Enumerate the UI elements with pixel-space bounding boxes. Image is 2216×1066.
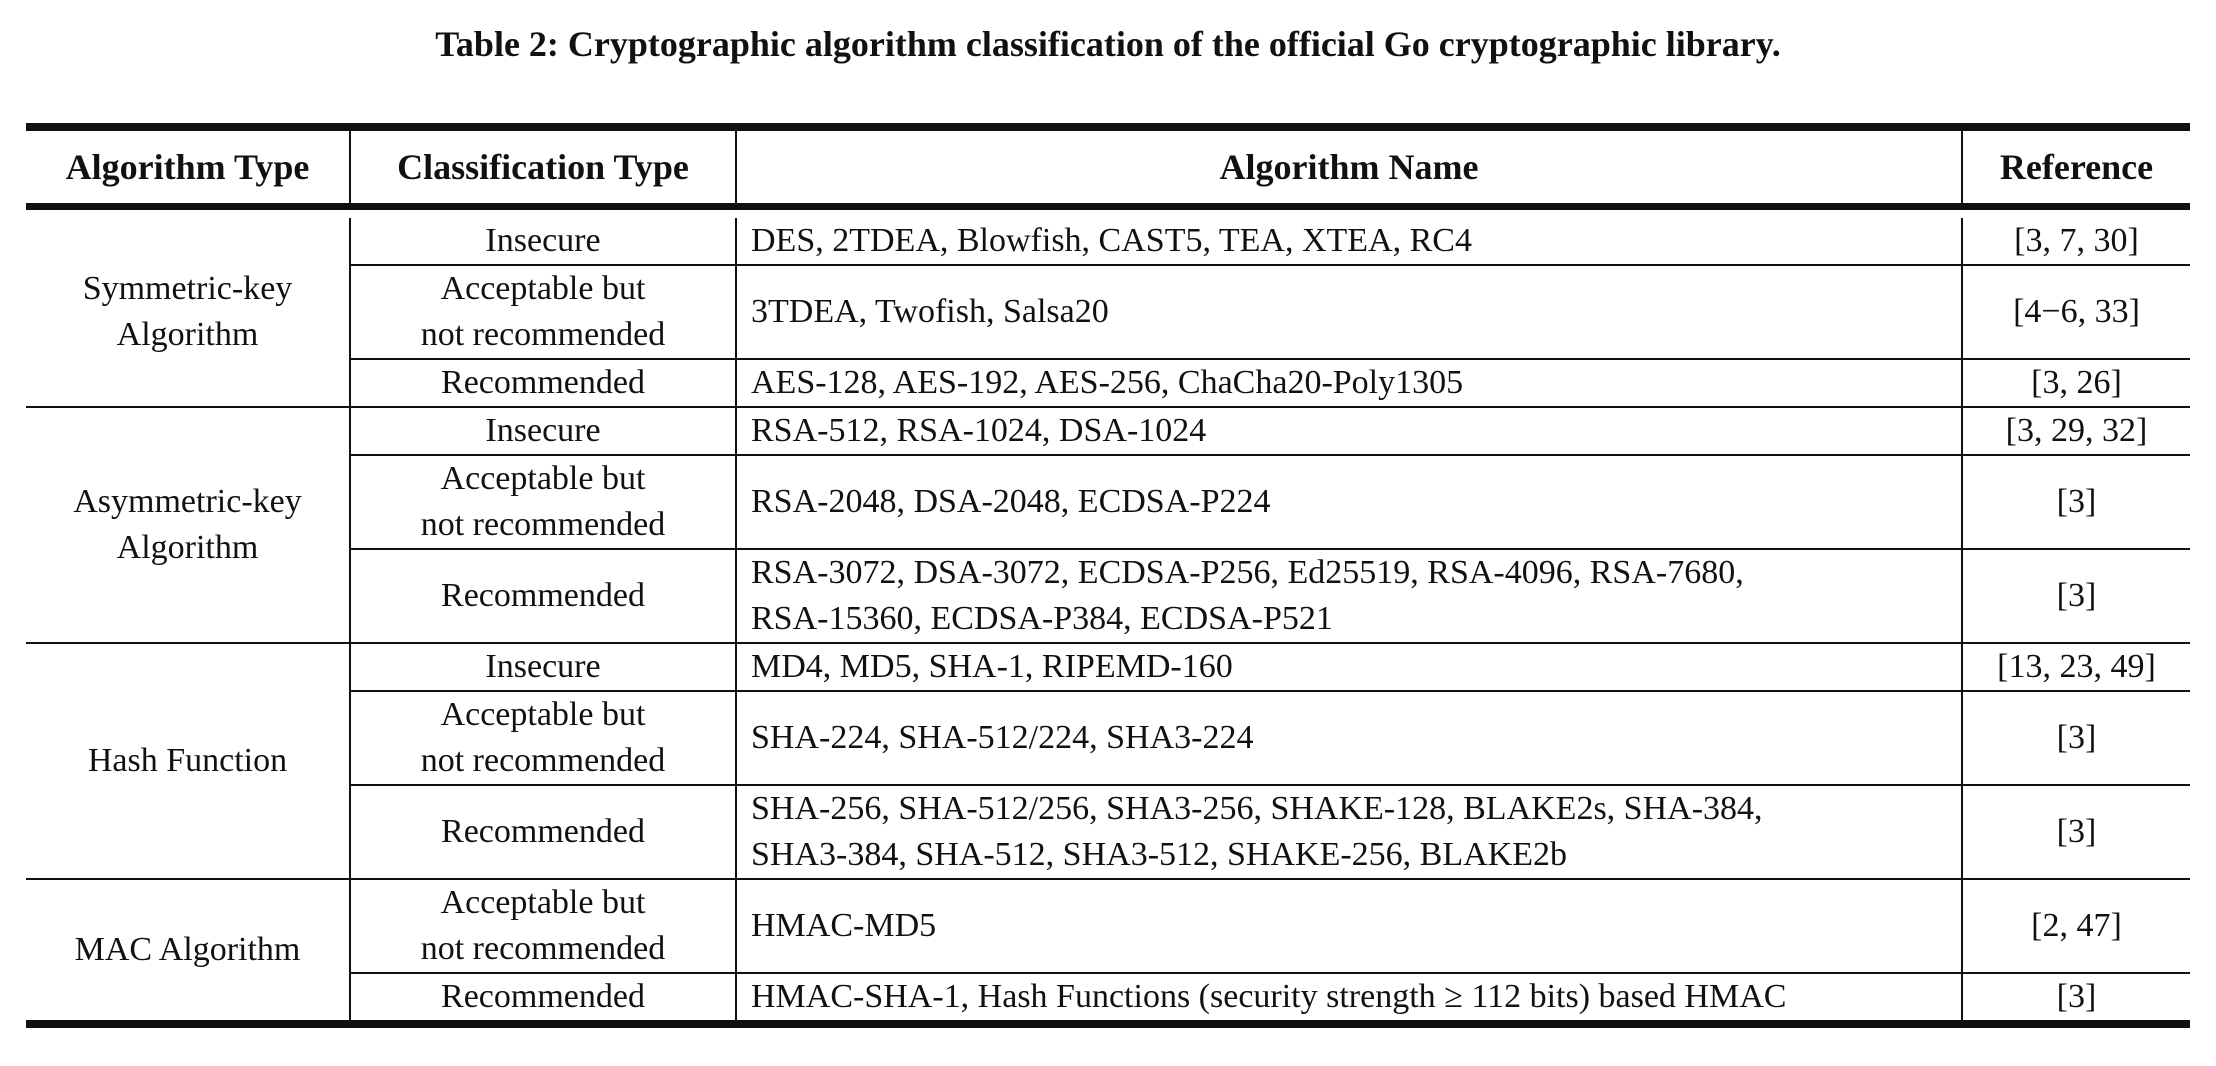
algorithm-type-line: Algorithm xyxy=(116,316,259,353)
table-row: Recommended RSA-3072, DSA-3072, ECDSA-P2… xyxy=(26,549,2190,644)
reference-cell: [3, 7, 30] xyxy=(1961,218,2190,266)
reference-cell: [4−6, 33] xyxy=(1961,265,2190,360)
table-row: Recommended SHA-256, SHA-512/256, SHA3-2… xyxy=(26,785,2190,880)
table-row: Acceptable but not recommended RSA-2048,… xyxy=(26,455,2190,550)
algorithm-name-text: AES-128, AES-192, AES-256, ChaCha20-Poly… xyxy=(751,364,1464,401)
classification-text: Recommended xyxy=(441,813,645,850)
reference-cell: [3, 26] xyxy=(1961,359,2190,408)
classification-text: Recommended xyxy=(441,364,645,401)
algorithm-name-cell: AES-128, AES-192, AES-256, ChaCha20-Poly… xyxy=(735,359,1962,408)
classification-text: not recommended xyxy=(420,930,666,967)
algorithm-type-cell: Symmetric-key Algorithm xyxy=(26,218,350,408)
table-row: Recommended AES-128, AES-192, AES-256, C… xyxy=(26,359,2190,408)
table-row: Acceptable but not recommended SHA-224, … xyxy=(26,691,2190,786)
algorithm-name-text: RSA-3072, DSA-3072, ECDSA-P256, Ed25519,… xyxy=(751,554,1744,591)
reference-cell: [2, 47] xyxy=(1961,879,2190,974)
classification-text: Insecure xyxy=(485,222,601,259)
reference-cell: [13, 23, 49] xyxy=(1961,643,2190,692)
header-reference: Reference xyxy=(1961,127,2190,210)
algorithm-name-cell: SHA-224, SHA-512/224, SHA3-224 xyxy=(735,691,1962,786)
algorithm-name-text: RSA-15360, ECDSA-P384, ECDSA-P521 xyxy=(751,600,1333,637)
classification-text: Acceptable but xyxy=(440,696,646,733)
classification-cell: Acceptable but not recommended xyxy=(349,879,736,974)
classification-table: Algorithm Type Classification Type Algor… xyxy=(26,123,2190,1028)
algorithm-type-line: Asymmetric-key xyxy=(73,483,302,520)
table-row: MAC Algorithm Acceptable but not recomme… xyxy=(26,879,2190,974)
classification-cell: Recommended xyxy=(349,359,736,408)
algorithm-name-cell: HMAC-SHA-1, Hash Functions (security str… xyxy=(735,973,1962,1024)
reference-cell: [3, 29, 32] xyxy=(1961,407,2190,456)
classification-text: not recommended xyxy=(420,506,666,543)
classification-cell: Insecure xyxy=(349,218,736,266)
algorithm-name-text: MD4, MD5, SHA-1, RIPEMD-160 xyxy=(751,648,1233,685)
table-row: Hash Function Insecure MD4, MD5, SHA-1, … xyxy=(26,643,2190,880)
algorithm-name-cell: DES, 2TDEA, Blowfish, CAST5, TEA, XTEA, … xyxy=(735,218,1962,266)
reference-cell: [3] xyxy=(1961,973,2190,1024)
header-row: Algorithm Type Classification Type Algor… xyxy=(26,127,2190,210)
classification-cell: Acceptable but not recommended xyxy=(349,265,736,360)
algorithm-name-text: DES, 2TDEA, Blowfish, CAST5, TEA, XTEA, … xyxy=(751,222,1472,259)
classification-text: not recommended xyxy=(420,742,666,779)
algorithm-type-cell: Hash Function xyxy=(26,643,350,880)
algorithm-name-cell: SHA-256, SHA-512/256, SHA3-256, SHAKE-12… xyxy=(735,785,1962,880)
algorithm-type-line: Algorithm xyxy=(116,529,259,566)
header-algorithm-type: Algorithm Type xyxy=(26,127,350,210)
classification-cell: Insecure xyxy=(349,643,736,692)
reference-cell: [3] xyxy=(1961,549,2190,644)
algorithm-name-text: SHA3-384, SHA-512, SHA3-512, SHAKE-256, … xyxy=(751,836,1567,873)
algorithm-name-text: RSA-512, RSA-1024, DSA-1024 xyxy=(751,412,1207,449)
algorithm-name-text: HMAC-MD5 xyxy=(751,907,937,944)
algorithm-name-text: SHA-256, SHA-512/256, SHA3-256, SHAKE-12… xyxy=(751,790,1763,827)
header-algorithm-name: Algorithm Name xyxy=(735,127,1962,210)
classification-cell: Acceptable but not recommended xyxy=(349,691,736,786)
classification-text: Insecure xyxy=(485,412,601,449)
reference-cell: [3] xyxy=(1961,785,2190,880)
header-classification-type: Classification Type xyxy=(349,127,736,210)
classification-cell: Insecure xyxy=(349,407,736,456)
algorithm-name-text: 3TDEA, Twofish, Salsa20 xyxy=(751,293,1109,330)
table-row: Asymmetric-key Algorithm Insecure RSA-51… xyxy=(26,407,2190,644)
algorithm-name-text: HMAC-SHA-1, Hash Functions (security str… xyxy=(751,978,1787,1015)
header-spacer xyxy=(26,207,2190,219)
algorithm-name-cell: RSA-2048, DSA-2048, ECDSA-P224 xyxy=(735,455,1962,550)
classification-text: Acceptable but xyxy=(440,460,646,497)
algorithm-name-cell: MD4, MD5, SHA-1, RIPEMD-160 xyxy=(735,643,1962,692)
algorithm-type-cell: MAC Algorithm xyxy=(26,879,350,1024)
table-caption: Table 2: Cryptographic algorithm classif… xyxy=(435,24,1781,64)
algorithm-type-line: MAC Algorithm xyxy=(74,931,301,968)
reference-cell: [3] xyxy=(1961,691,2190,786)
classification-text: not recommended xyxy=(420,316,666,353)
algorithm-type-cell: Asymmetric-key Algorithm xyxy=(26,407,350,644)
algorithm-type-line: Symmetric-key xyxy=(82,270,293,307)
classification-cell: Recommended xyxy=(349,785,736,880)
classification-cell: Acceptable but not recommended xyxy=(349,455,736,550)
classification-cell: Recommended xyxy=(349,973,736,1024)
algorithm-name-text: SHA-224, SHA-512/224, SHA3-224 xyxy=(751,719,1254,756)
classification-text: Recommended xyxy=(441,978,645,1015)
table-row: Recommended HMAC-SHA-1, Hash Functions (… xyxy=(26,973,2190,1024)
table-row: Symmetric-key Algorithm Insecure DES, 2T… xyxy=(26,218,2190,408)
classification-cell: Recommended xyxy=(349,549,736,644)
algorithm-name-cell: RSA-3072, DSA-3072, ECDSA-P256, Ed25519,… xyxy=(735,549,1962,644)
classification-text: Recommended xyxy=(441,577,645,614)
table-row: Acceptable but not recommended 3TDEA, Tw… xyxy=(26,265,2190,360)
algorithm-type-line: Hash Function xyxy=(87,742,288,779)
algorithm-name-cell: 3TDEA, Twofish, Salsa20 xyxy=(735,265,1962,360)
algorithm-name-cell: HMAC-MD5 xyxy=(735,879,1962,974)
algorithm-name-cell: RSA-512, RSA-1024, DSA-1024 xyxy=(735,407,1962,456)
algorithm-name-text: RSA-2048, DSA-2048, ECDSA-P224 xyxy=(751,483,1271,520)
classification-text: Acceptable but xyxy=(440,884,646,921)
classification-text: Acceptable but xyxy=(440,270,646,307)
classification-text: Insecure xyxy=(485,648,601,685)
reference-cell: [3] xyxy=(1961,455,2190,550)
